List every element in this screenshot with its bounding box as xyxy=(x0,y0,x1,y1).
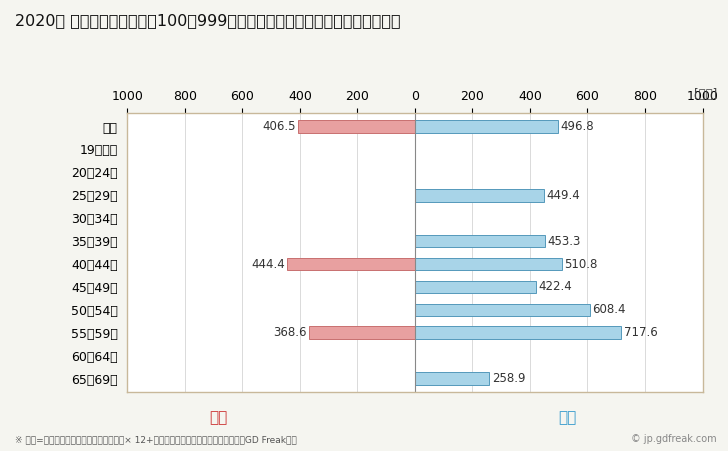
Text: 449.4: 449.4 xyxy=(547,189,580,202)
Text: 453.3: 453.3 xyxy=(547,235,581,248)
Text: 608.4: 608.4 xyxy=(592,304,625,316)
Text: 258.9: 258.9 xyxy=(491,372,525,385)
Text: 422.4: 422.4 xyxy=(539,281,572,294)
Bar xyxy=(415,189,545,202)
Bar xyxy=(415,281,537,293)
Text: ※ 年収=「きまって支給する現金給与額」× 12+「年間賞与その他特別給与額」としてGD Freak推計: ※ 年収=「きまって支給する現金給与額」× 12+「年間賞与その他特別給与額」と… xyxy=(15,435,296,444)
Bar xyxy=(415,304,590,316)
Bar xyxy=(415,327,621,339)
Text: 717.6: 717.6 xyxy=(624,326,657,339)
Bar xyxy=(415,120,558,133)
Bar xyxy=(415,258,562,270)
Bar xyxy=(415,235,545,248)
Text: 女性: 女性 xyxy=(209,410,228,425)
Text: 496.8: 496.8 xyxy=(560,120,594,133)
Bar xyxy=(309,327,415,339)
Text: 444.4: 444.4 xyxy=(251,258,285,271)
Text: 406.5: 406.5 xyxy=(262,120,296,133)
Text: 2020年 民間企業（従業者数100〜999人）フルタイム労働者の男女別平均年収: 2020年 民間企業（従業者数100〜999人）フルタイム労働者の男女別平均年収 xyxy=(15,14,400,28)
Text: 368.6: 368.6 xyxy=(273,326,306,339)
Text: 男性: 男性 xyxy=(558,410,577,425)
Bar xyxy=(287,258,415,270)
Text: 510.8: 510.8 xyxy=(564,258,598,271)
Text: [万円]: [万円] xyxy=(694,88,717,101)
Bar xyxy=(298,120,415,133)
Bar xyxy=(415,373,489,385)
Text: © jp.gdfreak.com: © jp.gdfreak.com xyxy=(631,434,717,444)
